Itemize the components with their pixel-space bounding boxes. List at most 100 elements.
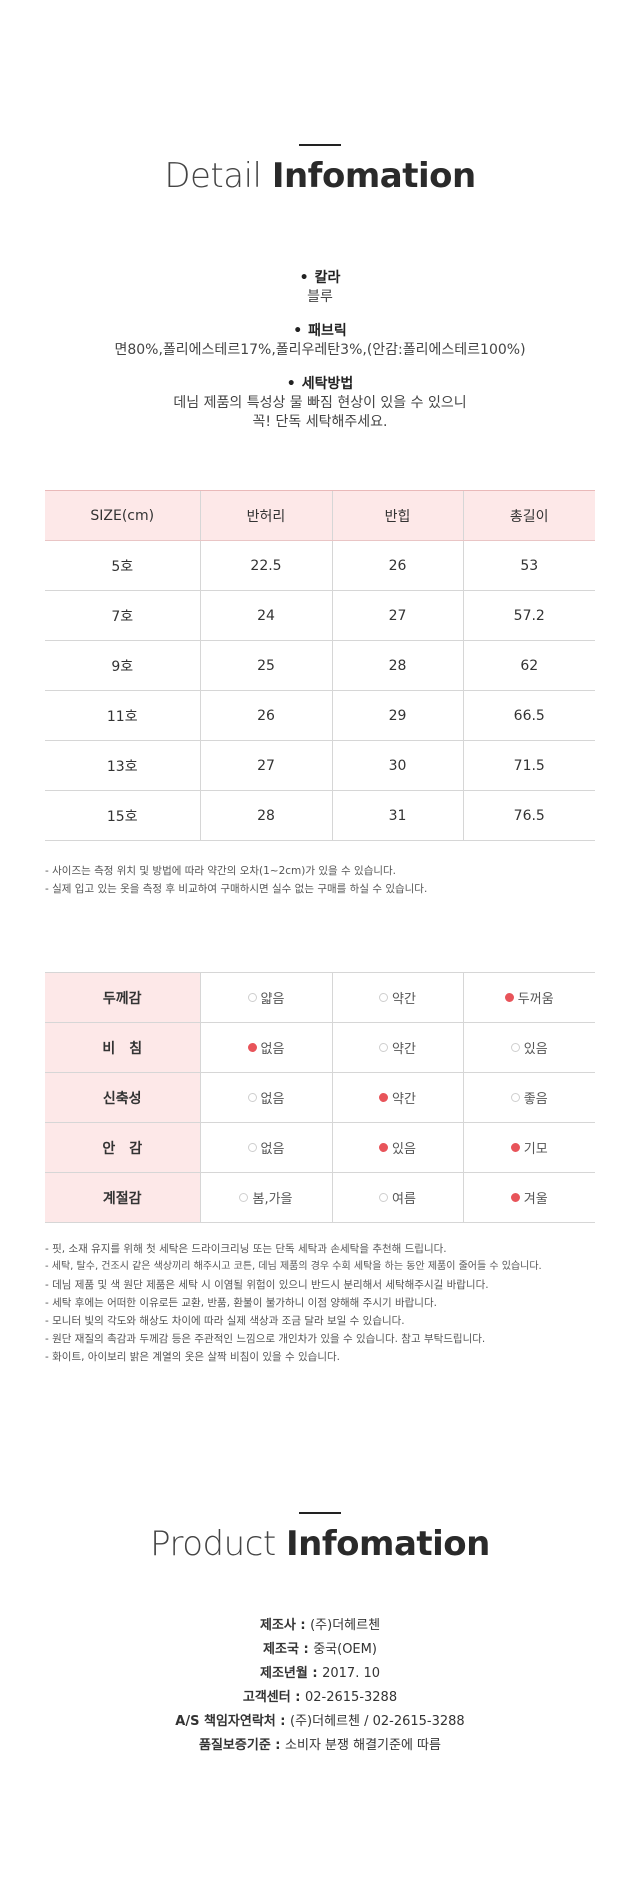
feel-option: 여름 xyxy=(331,1172,463,1223)
size-note: - 실제 입고 있는 옷을 측정 후 비교하여 구매하시면 실수 없는 구매를 … xyxy=(45,883,428,895)
table-row: 11호 26 29 66.5 xyxy=(45,690,595,741)
product-info-value: 소비자 분쟁 해결기준에 따름 xyxy=(285,1738,441,1753)
table-row: 15호 28 31 76.5 xyxy=(45,790,595,841)
size-cell: 22.5 xyxy=(199,540,332,591)
detail-item-color: • 칼라 블루 xyxy=(0,268,640,307)
feel-option-label: 없음 xyxy=(260,1092,285,1107)
product-info-row: 제조년월 : 2017. 10 xyxy=(260,1666,380,1681)
product-info-key: 품질보증기준 xyxy=(199,1738,271,1753)
size-cell: 24 xyxy=(199,590,332,641)
product-title-light: Product xyxy=(150,1524,276,1564)
radio-dot-icon xyxy=(379,1193,389,1202)
feel-option-label: 약간 xyxy=(392,1042,416,1057)
radio-dot-icon xyxy=(247,1143,257,1152)
feel-option: 약간 xyxy=(331,1022,463,1073)
product-info-row: 제조사 : (주)더헤르첸 xyxy=(259,1618,381,1633)
feel-option-label: 여름 xyxy=(392,1192,416,1207)
product-info-value: (주)더헤르첸 xyxy=(310,1618,381,1633)
product-info-row: 품질보증기준 : 소비자 분쟁 해결기준에 따름 xyxy=(199,1738,441,1753)
care-note: - 세탁, 탈수, 건조시 같은 색상끼리 해주시고 코튼, 데님 제품의 경우… xyxy=(45,1261,542,1272)
feel-label: 비 침 xyxy=(45,1022,200,1073)
size-notes: - 사이즈는 측정 위치 및 방법에 따라 약간의 오차(1~2cm)가 있을 … xyxy=(45,862,605,898)
feel-row-season: 계절감 봄,가을 여름 겨울 xyxy=(45,1172,595,1223)
size-cell: 15호 xyxy=(45,790,200,841)
product-info-list: 제조사 : (주)더헤르첸 제조국 : 중국(OEM) 제조년월 : 2017.… xyxy=(0,1614,640,1758)
size-header-cell: 반허리 xyxy=(199,490,332,541)
size-cell: 76.5 xyxy=(462,790,595,841)
product-title: Product Infomation xyxy=(0,1524,640,1564)
feel-option: 없음 xyxy=(199,1122,332,1173)
radio-dot-icon xyxy=(379,1043,389,1052)
detail-title-bold: Infomation xyxy=(271,156,476,196)
product-info-value: 중국(OEM) xyxy=(313,1642,377,1657)
detail-item-fabric: • 패브릭 면80%,폴리에스테르17%,폴리우레탄3%,(안감:폴리에스테르10… xyxy=(0,321,640,360)
detail-value: 데님 제품의 특성상 물 빠짐 현상이 있을 수 있으니 xyxy=(173,395,467,411)
radio-dot-selected-icon xyxy=(510,1143,520,1152)
size-cell: 26 xyxy=(331,540,463,591)
size-cell: 28 xyxy=(331,640,463,691)
feel-option-label: 없음 xyxy=(260,1042,285,1057)
feel-table: 두께감 얇음 약간 두꺼움 비 침 없음 약간 있음 신축성 없음 약간 좋음 … xyxy=(45,972,595,1223)
detail-item-wash: • 세탁방법 데님 제품의 특성상 물 빠짐 현상이 있을 수 있으니 꼭! 단독… xyxy=(0,374,640,432)
radio-dot-icon xyxy=(247,1093,257,1102)
product-info-key: 제조사 xyxy=(259,1618,296,1633)
feel-option-label: 약간 xyxy=(392,992,416,1007)
feel-option: 두꺼움 xyxy=(462,972,595,1023)
product-title-bold: Infomation xyxy=(286,1524,490,1564)
feel-row-sheer: 비 침 없음 약간 있음 xyxy=(45,1022,595,1073)
product-info-key: 제조국 xyxy=(263,1642,299,1657)
size-cell: 30 xyxy=(331,740,463,791)
size-cell: 27 xyxy=(331,590,463,641)
radio-dot-icon xyxy=(379,993,389,1002)
feel-option-label: 얇음 xyxy=(260,992,285,1007)
radio-dot-icon xyxy=(247,993,257,1002)
table-row: 9호 25 28 62 xyxy=(45,640,595,691)
care-note: - 모니터 빛의 각도와 해상도 차이에 따라 실제 색상과 조금 달라 보일 … xyxy=(45,1315,405,1327)
detail-value: 면80%,폴리에스테르17%,폴리우레탄3%,(안감:폴리에스테르100%) xyxy=(114,342,526,358)
feel-option: 없음 xyxy=(199,1072,332,1123)
size-header-cell: 총길이 xyxy=(462,490,595,541)
size-header-cell: SIZE(cm) xyxy=(45,490,200,541)
size-cell: 13호 xyxy=(45,740,200,791)
care-note: - 데님 제품 및 색 원단 제품은 세탁 시 이염될 위험이 있으니 반드시 … xyxy=(45,1279,489,1291)
size-cell: 26 xyxy=(199,690,332,741)
product-info-value: 2017. 10 xyxy=(322,1666,380,1681)
feel-option-label: 좋음 xyxy=(523,1092,548,1107)
feel-option: 얇음 xyxy=(199,972,332,1023)
feel-option: 좋음 xyxy=(462,1072,595,1123)
product-info-row: A/S 책임자연락처 : (주)더헤르첸 / 02-2615-3288 xyxy=(175,1714,465,1729)
size-cell: 31 xyxy=(331,790,463,841)
feel-label: 안 감 xyxy=(45,1122,200,1173)
care-notes: - 핏, 소재 유지를 위해 첫 세탁은 드라이크리닝 또는 단독 세탁과 손세… xyxy=(45,1240,605,1366)
size-header-cell: 반힙 xyxy=(331,490,463,541)
feel-option-label: 약간 xyxy=(392,1092,416,1107)
detail-value: 꼭! 단독 세탁해주세요. xyxy=(252,414,388,430)
size-cell: 62 xyxy=(462,640,595,691)
feel-label: 계절감 xyxy=(45,1172,200,1223)
radio-dot-selected-icon xyxy=(247,1043,257,1052)
radio-dot-selected-icon xyxy=(379,1143,389,1152)
care-note: - 세탁 후에는 어떠한 이유로든 교환, 반품, 환불이 불가하니 이점 양해… xyxy=(45,1297,437,1309)
feel-option-label: 있음 xyxy=(523,1042,548,1057)
table-row: 5호 22.5 26 53 xyxy=(45,540,595,591)
size-table: SIZE(cm) 반허리 반힙 총길이 5호 22.5 26 53 7호 24 … xyxy=(45,490,595,841)
detail-title: Detail Infomation xyxy=(0,156,640,196)
size-cell: 66.5 xyxy=(462,690,595,741)
header-divider xyxy=(299,1512,341,1514)
care-note: - 핏, 소재 유지를 위해 첫 세탁은 드라이크리닝 또는 단독 세탁과 손세… xyxy=(45,1243,447,1255)
size-cell: 27 xyxy=(199,740,332,791)
size-cell: 71.5 xyxy=(462,740,595,791)
feel-option: 봄,가을 xyxy=(199,1172,332,1223)
feel-label: 신축성 xyxy=(45,1072,200,1123)
header-divider xyxy=(299,144,341,146)
radio-dot-selected-icon xyxy=(510,1193,520,1202)
feel-row-stretch: 신축성 없음 약간 좋음 xyxy=(45,1072,595,1123)
radio-dot-selected-icon xyxy=(379,1093,389,1102)
size-cell: 57.2 xyxy=(462,590,595,641)
feel-option-label: 두꺼움 xyxy=(517,992,554,1007)
feel-option: 없음 xyxy=(199,1022,332,1073)
care-note: - 화이트, 아이보리 밝은 계열의 옷은 살짝 비침이 있을 수 있습니다. xyxy=(45,1351,340,1363)
detail-label: 세탁방법 xyxy=(301,376,354,392)
feel-option-label: 기모 xyxy=(523,1142,548,1157)
care-note: - 원단 재질의 촉감과 두께감 등은 주관적인 느낌으로 개인차가 있을 수 … xyxy=(45,1333,486,1345)
